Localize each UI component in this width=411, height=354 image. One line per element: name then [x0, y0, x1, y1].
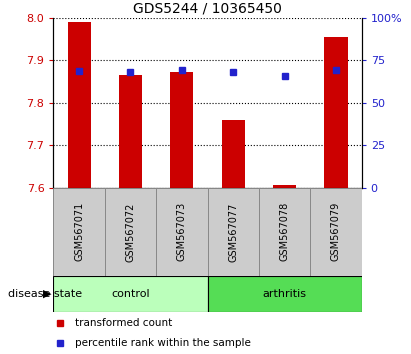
Text: GSM567079: GSM567079 — [331, 202, 341, 262]
Bar — [67, 22, 91, 188]
Bar — [105, 188, 156, 276]
Bar — [273, 185, 296, 188]
Text: GSM567073: GSM567073 — [177, 202, 187, 262]
Bar — [156, 188, 208, 276]
Bar — [53, 276, 208, 312]
Bar — [119, 75, 142, 188]
Text: GSM567078: GSM567078 — [279, 202, 290, 262]
Text: GSM567077: GSM567077 — [228, 202, 238, 262]
Title: GDS5244 / 10365450: GDS5244 / 10365450 — [133, 1, 282, 15]
Bar — [53, 188, 105, 276]
Bar — [310, 188, 362, 276]
Bar — [222, 120, 245, 188]
Text: disease state: disease state — [8, 289, 82, 299]
Bar — [170, 72, 194, 188]
Bar — [324, 37, 348, 188]
Bar — [208, 188, 259, 276]
Text: GSM567072: GSM567072 — [125, 202, 136, 262]
Text: control: control — [111, 289, 150, 299]
Text: transformed count: transformed count — [75, 318, 172, 329]
Text: percentile rank within the sample: percentile rank within the sample — [75, 338, 251, 348]
Bar — [259, 188, 310, 276]
Text: GSM567071: GSM567071 — [74, 202, 84, 262]
Text: ▶: ▶ — [43, 289, 52, 299]
Text: arthritis: arthritis — [263, 289, 307, 299]
Bar — [208, 276, 362, 312]
